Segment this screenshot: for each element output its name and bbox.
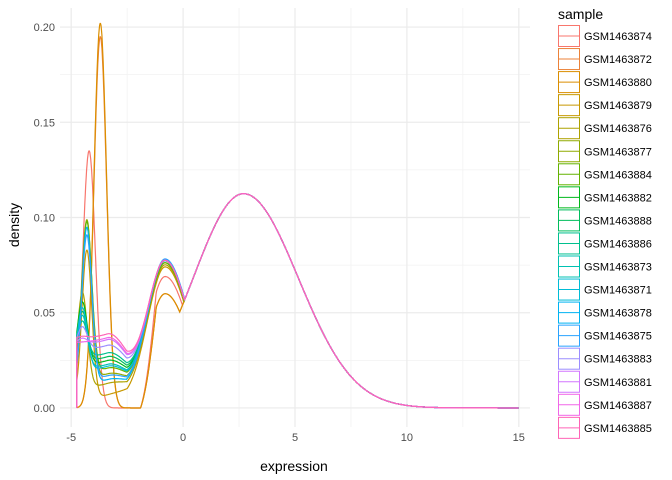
- legend-label: GSM1463880: [584, 77, 652, 89]
- legend-label: GSM1463882: [584, 192, 652, 204]
- legend-label: GSM1463881: [584, 377, 652, 389]
- legend-label: GSM1463886: [584, 238, 652, 250]
- legend-label: GSM1463879: [584, 100, 652, 112]
- y-tick-label: 0.00: [34, 403, 55, 415]
- legend-key: [558, 117, 580, 140]
- legend: sample GSM1463874 GSM1463872 GSM1463880 GSM…: [558, 6, 652, 439]
- legend-key: [558, 416, 580, 439]
- legend-label: GSM1463885: [584, 423, 652, 435]
- series-line-GSM1463875: [76, 193, 519, 409]
- legend-key: [558, 186, 580, 209]
- series-line-GSM1463879: [76, 193, 519, 409]
- legend-key: [558, 301, 580, 324]
- x-tick-label: -5: [66, 432, 76, 444]
- series-line-GSM1463871: [76, 193, 519, 409]
- legend-key: [558, 232, 580, 255]
- x-tick-label: 15: [513, 432, 525, 444]
- legend-label: GSM1463876: [584, 123, 652, 135]
- legend-title: sample: [558, 6, 603, 22]
- legend-key: [558, 370, 580, 393]
- y-axis-title: density: [6, 203, 22, 247]
- legend-key: [558, 163, 580, 186]
- y-tick-label: 0.20: [34, 22, 55, 34]
- series-line-GSM1463873: [76, 193, 519, 409]
- legend-label: GSM1463883: [584, 354, 652, 366]
- series-line-GSM1463883: [76, 193, 519, 409]
- legend-label: GSM1463873: [584, 262, 652, 274]
- legend-label: GSM1463871: [584, 285, 652, 297]
- x-tick-label: 5: [292, 432, 298, 444]
- series-line-GSM1463888: [76, 193, 519, 409]
- series-line-GSM1463884: [76, 193, 519, 409]
- x-tick-label: 10: [401, 432, 413, 444]
- series-line-GSM1463874: [76, 150, 519, 409]
- axis-ticks: -5 0 5 10 15 0.00 0.05 0.10 0.15 0.20: [34, 22, 525, 444]
- series-lines: [76, 22, 519, 409]
- legend-label: GSM1463878: [584, 308, 652, 320]
- series-line-GSM1463882: [76, 193, 519, 409]
- series-line-GSM1463878: [76, 193, 519, 409]
- series-line-GSM1463877: [76, 193, 519, 409]
- legend-key: [558, 347, 580, 370]
- legend-key: [558, 48, 580, 71]
- series-line-GSM1463885: [76, 193, 519, 409]
- series-line-GSM1463887: [76, 193, 519, 409]
- legend-label: GSM1463887: [584, 400, 652, 412]
- legend-label: GSM1463884: [584, 169, 652, 181]
- legend-label: GSM1463872: [584, 54, 652, 66]
- x-tick-label: 0: [180, 432, 186, 444]
- legend-key: [558, 393, 580, 416]
- legend-key: [558, 71, 580, 94]
- y-tick-label: 0.15: [34, 117, 55, 129]
- legend-key: [558, 255, 580, 278]
- series-line-GSM1463881: [76, 193, 519, 409]
- legend-key: [558, 94, 580, 117]
- legend-label: GSM1463874: [584, 31, 652, 43]
- series-line-GSM1463880: [76, 22, 519, 409]
- series-line-GSM1463872: [76, 36, 519, 409]
- legend-key: [558, 140, 580, 163]
- legend-label: GSM1463875: [584, 331, 652, 343]
- legend-key: [558, 25, 580, 47]
- legend-key: [558, 324, 580, 347]
- y-tick-label: 0.05: [34, 308, 55, 320]
- legend-label: GSM1463877: [584, 146, 652, 158]
- x-axis-title: expression: [260, 458, 328, 474]
- y-tick-label: 0.10: [34, 213, 55, 225]
- series-line-GSM1463886: [76, 193, 519, 409]
- legend-key: [558, 278, 580, 301]
- legend-label: GSM1463888: [584, 215, 652, 227]
- legend-key: [558, 209, 580, 232]
- series-line-GSM1463876: [76, 193, 519, 409]
